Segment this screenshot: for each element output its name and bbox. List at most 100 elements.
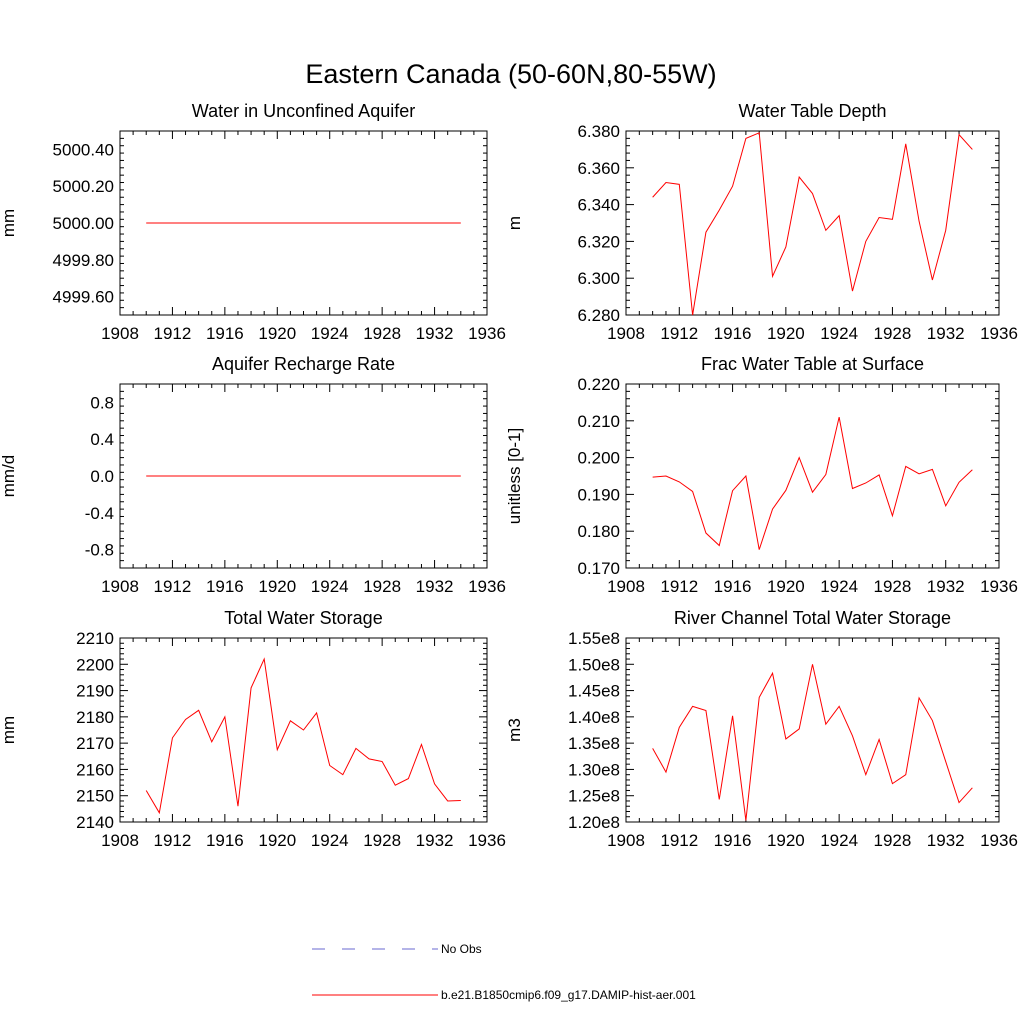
x-tick-label: 1912 — [660, 324, 698, 343]
panels: Water in Unconfined Aquifer mm 1908 1912 191… — [0, 101, 1018, 850]
x-tick-label: 1936 — [980, 831, 1018, 850]
legend-label-no-obs: No Obs — [441, 942, 482, 956]
x-tick-label: 1932 — [927, 577, 965, 596]
y-tick-label: 2170 — [76, 734, 114, 753]
x-tick-label: 1924 — [311, 831, 349, 850]
panel-aquifer-recharge-rate: Aquifer Recharge Rate mm/d 1908 1912 1916 192… — [0, 354, 506, 596]
x-tick-label: 1936 — [980, 577, 1018, 596]
panel-frac-water-table-at-surface: Frac Water Table at Surface unitless [0-1… — [505, 354, 1018, 596]
x-tick-label: 1908 — [607, 324, 645, 343]
y-tick-label: 5000.40 — [53, 140, 114, 159]
y-tick-label: 6.300 — [577, 269, 620, 288]
y-tick-label: 2200 — [76, 655, 114, 674]
x-tick-label: 1928 — [874, 831, 912, 850]
x-tick-label: 1932 — [416, 324, 454, 343]
y-tick-label: 1.30e8 — [568, 760, 620, 779]
x-tick-label: 1924 — [311, 577, 349, 596]
y-tick-label: 0.4 — [90, 430, 114, 449]
panel-water-in-unconfined-aquifer: Water in Unconfined Aquifer mm 1908 1912 191… — [0, 101, 506, 343]
plot-frame — [625, 130, 1000, 316]
y-tick-label: 0.220 — [577, 375, 620, 394]
x-tick-label: 1936 — [468, 324, 506, 343]
y-tick-label: 0.0 — [90, 467, 114, 486]
y-tick-label: 0.170 — [577, 559, 620, 578]
x-tick-label: 1928 — [363, 577, 401, 596]
x-tick-label: 1908 — [101, 324, 139, 343]
x-tick-label: 1908 — [101, 831, 139, 850]
y-tick-label: 1.20e8 — [568, 813, 620, 832]
y-tick-label: 2160 — [76, 760, 114, 779]
y-tick-label: 2140 — [76, 813, 114, 832]
y-tick-label: -0.4 — [85, 504, 114, 523]
x-tick-label: 1932 — [416, 831, 454, 850]
y-tick-label: 6.280 — [577, 306, 620, 325]
x-tick-label: 1924 — [311, 324, 349, 343]
x-tick-label: 1920 — [258, 324, 296, 343]
x-tick-label: 1908 — [607, 831, 645, 850]
x-tick-label: 1912 — [154, 324, 192, 343]
x-tick-label: 1928 — [363, 324, 401, 343]
x-tick-label: 1932 — [416, 577, 454, 596]
data-line — [652, 132, 973, 316]
panel-title: Water in Unconfined Aquifer — [192, 101, 415, 121]
panel-title: Aquifer Recharge Rate — [212, 354, 395, 374]
figure-title: Eastern Canada (50-60N,80-55W) — [305, 59, 716, 89]
x-tick-label: 1912 — [660, 831, 698, 850]
y-axis-label: mm — [0, 209, 18, 237]
panel-title: Total Water Storage — [224, 608, 382, 628]
y-tick-label: 1.50e8 — [568, 655, 620, 674]
x-tick-label: 1916 — [714, 577, 752, 596]
x-tick-label: 1916 — [714, 324, 752, 343]
y-axis-label: mm — [0, 716, 18, 744]
y-tick-label: 1.40e8 — [568, 708, 620, 727]
x-tick-label: 1928 — [363, 831, 401, 850]
y-tick-label: 2150 — [76, 787, 114, 806]
x-tick-label: 1920 — [767, 831, 805, 850]
data-line — [652, 664, 973, 821]
x-tick-label: 1924 — [820, 324, 858, 343]
y-tick-label: 1.35e8 — [568, 734, 620, 753]
y-tick-label: 2180 — [76, 708, 114, 727]
y-tick-label: 6.380 — [577, 122, 620, 141]
y-tick-label: 1.25e8 — [568, 787, 620, 806]
y-tick-label: 1.55e8 — [568, 629, 620, 648]
panel-water-table-depth: Water Table Depth m 1908 1912 1916 1920 1924 19… — [505, 101, 1018, 343]
y-tick-label: 2210 — [76, 629, 114, 648]
y-tick-label: 6.340 — [577, 196, 620, 215]
x-tick-label: 1908 — [607, 577, 645, 596]
y-tick-label: 5000.20 — [53, 177, 114, 196]
x-tick-label: 1928 — [874, 324, 912, 343]
y-tick-label: 0.8 — [90, 393, 114, 412]
x-tick-label: 1920 — [258, 831, 296, 850]
x-tick-label: 1908 — [101, 577, 139, 596]
y-axis-label: m3 — [505, 718, 524, 742]
y-tick-label: 4999.60 — [53, 288, 114, 307]
panel-title: Water Table Depth — [738, 101, 886, 121]
x-tick-label: 1920 — [767, 324, 805, 343]
panel-total-water-storage: Total Water Storage mm 1908 1912 1916 1920 192… — [0, 608, 506, 850]
x-tick-label: 1916 — [206, 577, 244, 596]
x-tick-label: 1924 — [820, 831, 858, 850]
x-tick-label: 1912 — [154, 577, 192, 596]
y-tick-label: 2190 — [76, 682, 114, 701]
y-tick-label: 0.200 — [577, 449, 620, 468]
x-tick-label: 1924 — [820, 577, 858, 596]
x-tick-label: 1912 — [154, 831, 192, 850]
x-tick-label: 1920 — [258, 577, 296, 596]
x-tick-label: 1932 — [927, 324, 965, 343]
y-tick-label: 0.180 — [577, 522, 620, 541]
x-tick-label: 1936 — [980, 324, 1018, 343]
panel-title: River Channel Total Water Storage — [674, 608, 951, 628]
legend: No Obs b.e21.B1850cmip6.f09_g17.DAMIP-hi… — [312, 942, 696, 1002]
y-axis-label: mm/d — [0, 455, 18, 498]
x-tick-label: 1916 — [714, 831, 752, 850]
x-tick-label: 1936 — [468, 831, 506, 850]
y-tick-label: 4999.80 — [53, 251, 114, 270]
y-tick-label: 0.190 — [577, 485, 620, 504]
y-tick-label: 6.360 — [577, 159, 620, 178]
y-axis-label: m — [505, 216, 524, 230]
x-tick-label: 1928 — [874, 577, 912, 596]
y-axis-label: unitless [0-1] — [505, 428, 524, 524]
x-tick-label: 1936 — [468, 577, 506, 596]
